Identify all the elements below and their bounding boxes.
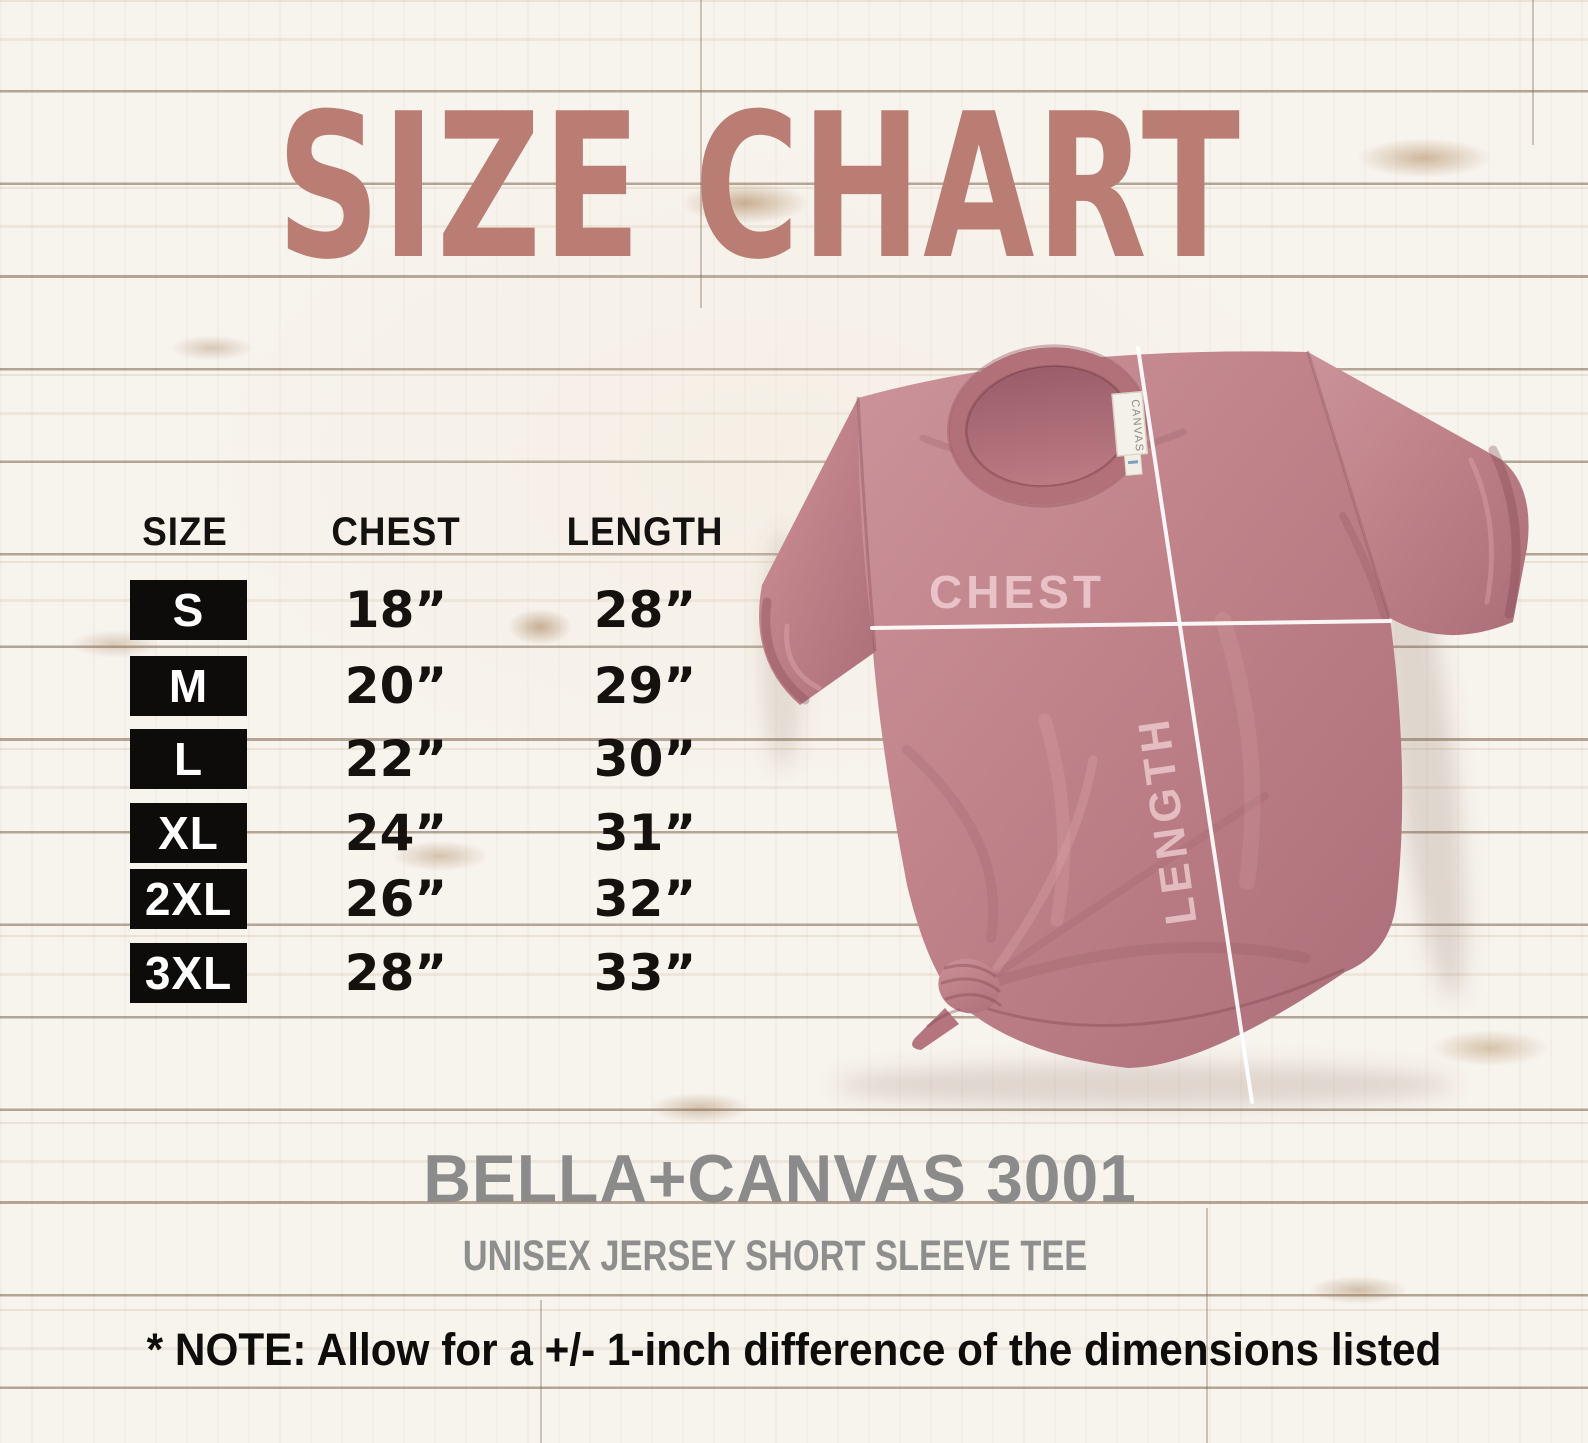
length-value: 30” <box>593 730 697 788</box>
chest-label: CHEST <box>929 566 1105 618</box>
column-header-size: SIZE <box>142 510 228 554</box>
wood-plank-seam <box>1532 0 1534 145</box>
length-line <box>1136 346 1254 1104</box>
size-badge: 2XL <box>130 869 247 929</box>
length-value: 31” <box>593 804 697 862</box>
length-value: 33” <box>593 944 697 1002</box>
tshirt-sleeve-left <box>759 398 875 705</box>
tshirt-sleeve-right <box>1308 352 1529 636</box>
length-value: 28” <box>593 581 697 639</box>
size-badge: XL <box>130 803 247 863</box>
chest-value: 26” <box>344 870 448 928</box>
wood-plank-seam <box>540 1300 542 1443</box>
wood-plank-seam <box>1206 1208 1208 1443</box>
chest-value: 24” <box>344 804 448 862</box>
fabric-wrinkles <box>902 428 1389 988</box>
tshirt-photo: CANVAS CHEST LENGTH <box>759 344 1529 1107</box>
column-header-chest: CHEST <box>331 510 461 554</box>
shirt-knot <box>912 958 1002 1050</box>
table-row: M 20” 29” <box>0 656 800 716</box>
size-badge: 3XL <box>130 943 247 1003</box>
table-row: S 18” 28” <box>0 580 800 640</box>
chest-value: 18” <box>344 581 448 639</box>
size-badge: M <box>130 656 247 716</box>
product-name: BELLA+CANVAS 3001 <box>423 1141 1137 1217</box>
fabric-seams <box>761 350 1521 1027</box>
tshirt-body <box>857 351 1403 1069</box>
size-table: SIZE CHEST LENGTH S 18” 28” M 20” 29” L … <box>0 0 800 1050</box>
chest-value: 28” <box>344 944 448 1002</box>
chest-value: 22” <box>344 730 448 788</box>
tag-label: CANVAS <box>1129 399 1146 453</box>
table-row: L 22” 30” <box>0 729 800 789</box>
chest-line <box>870 619 1392 630</box>
shirt-shadow <box>761 501 1466 1107</box>
chest-value: 20” <box>344 657 448 715</box>
length-value: 29” <box>593 657 697 715</box>
note-text: * NOTE: Allow for a +/- 1-inch differenc… <box>146 1324 1442 1375</box>
size-tag: CANVAS <box>1111 390 1149 476</box>
page-title: SIZE CHART <box>276 71 1242 304</box>
size-badge: S <box>130 580 247 640</box>
product-subtitle: UNISEX JERSEY SHORT SLEEVE TEE <box>462 1232 1088 1280</box>
table-row: XL 24” 31” <box>0 803 800 863</box>
column-header-length: LENGTH <box>566 510 724 554</box>
table-row: 3XL 28” 33” <box>0 943 800 1003</box>
length-value: 32” <box>593 870 697 928</box>
table-row: 2XL 26” 32” <box>0 869 800 929</box>
size-badge: L <box>130 729 247 789</box>
wood-plank-seam <box>700 0 702 308</box>
